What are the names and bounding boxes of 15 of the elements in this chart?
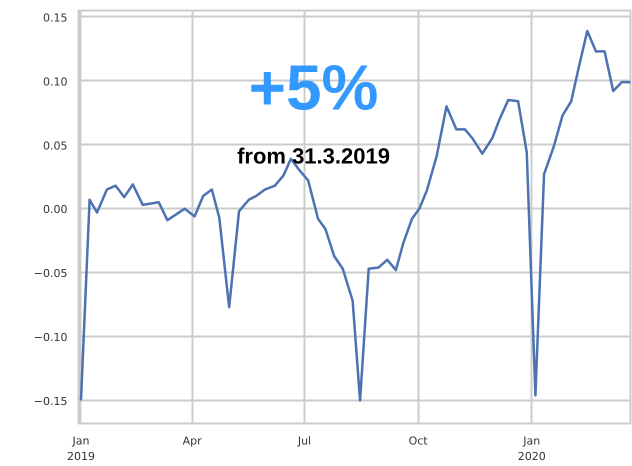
x-tick-label: Jul <box>296 434 312 448</box>
y-tick-label: 0.15 <box>43 11 68 24</box>
y-tick-label: 0.00 <box>43 203 68 216</box>
x-tick-label: Apr <box>182 434 202 448</box>
annotation: +5% <box>248 52 378 124</box>
x-tick-label: Oct <box>408 434 428 448</box>
y-tick-label: −0.10 <box>34 331 68 344</box>
y-tick-label: 0.05 <box>43 139 68 152</box>
y-tick-label: −0.05 <box>34 267 68 280</box>
annotation: from 31.3.2019 <box>237 144 390 168</box>
y-tick-label: −0.15 <box>34 394 68 408</box>
x-tick-label: Jan 2019 <box>66 434 95 464</box>
x-tick-label: Jan 2020 <box>518 434 546 464</box>
y-tick-label: 0.10 <box>43 75 68 88</box>
line-series <box>80 30 630 402</box>
